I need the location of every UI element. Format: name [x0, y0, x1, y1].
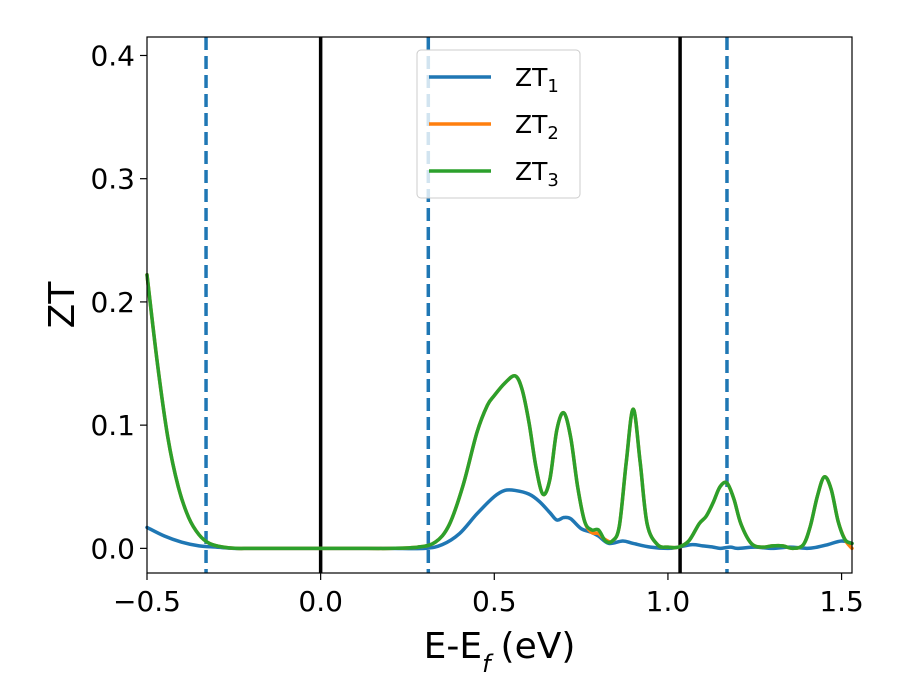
y-axis-ticks: 0.0 0.1 0.2 0.3 0.4	[90, 39, 147, 565]
series-line-zt3	[145, 273, 854, 551]
legend: ZT1 ZT2 ZT3	[416, 49, 581, 199]
x-axis-ticks: −0.5 0.0 0.5 1.0 1.5	[113, 573, 864, 618]
y-tick-label: 0.3	[90, 163, 135, 196]
x-axis-title: E-Ef (eV)	[424, 626, 576, 678]
x-tick-label: −0.5	[113, 585, 181, 618]
y-tick-label: 0.4	[90, 39, 135, 72]
y-tick-label: 0.0	[90, 532, 135, 565]
legend-label-zt3: ZT3	[515, 157, 559, 191]
legend-label-zt1: ZT1	[515, 63, 559, 97]
x-tick-label: 0.5	[472, 585, 517, 618]
reference-lines	[204, 37, 729, 573]
x-axis-title-unit: (eV)	[501, 626, 576, 667]
x-axis-title-main: E-E	[424, 626, 482, 667]
x-tick-label: 1.0	[646, 585, 691, 618]
legend-label-zt2: ZT2	[515, 110, 559, 144]
y-axis-title: ZT	[42, 281, 83, 329]
y-tick-label: 0.1	[90, 409, 135, 442]
series-lines	[145, 273, 854, 551]
legend-box	[416, 49, 581, 199]
x-tick-label: 0.0	[298, 585, 343, 618]
y-tick-label: 0.2	[90, 286, 135, 319]
x-tick-label: 1.5	[819, 585, 864, 618]
plot-area-frame	[146, 36, 853, 574]
